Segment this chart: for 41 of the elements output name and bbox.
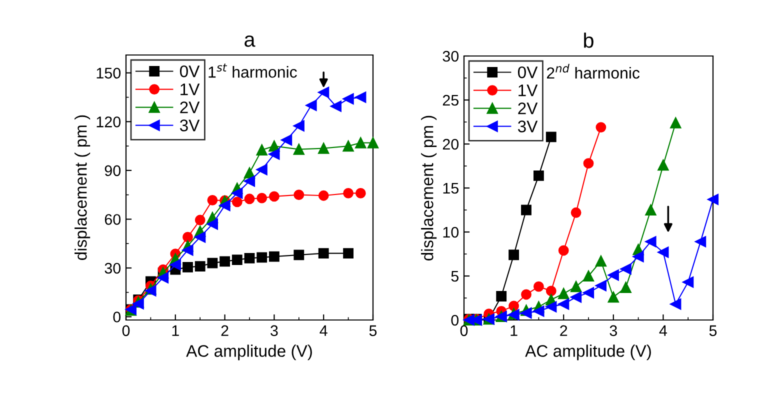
x-tick-label: 0 <box>460 325 468 336</box>
x-tick-label: 0 <box>122 325 130 336</box>
x-tick-label: 1 <box>172 325 179 336</box>
chart-title: a <box>244 35 256 47</box>
legend-label: 3V <box>518 120 538 132</box>
y-tick-label: 30 <box>104 262 121 274</box>
y-tick-label: 30 <box>442 50 459 62</box>
x-tick-label: 5 <box>369 325 377 336</box>
y-tick-label: 20 <box>442 138 459 150</box>
y-tick-label: 120 <box>96 116 121 128</box>
y-tick-label: 0 <box>451 314 459 326</box>
x-tick-label: 1 <box>510 325 518 336</box>
annotation: 2$^{nd}$ harmonic <box>546 64 640 79</box>
x-tick-label: 2 <box>560 325 568 336</box>
legend-label: 0V <box>180 65 200 78</box>
y-tick-label: 15 <box>443 183 458 194</box>
y-tick-label: 60 <box>104 214 121 225</box>
legend-label: 1V <box>518 84 538 96</box>
x-axis-title: AC amplitude (V) <box>525 344 651 360</box>
annotation: 1$^{st}$ harmonic <box>208 64 297 78</box>
chart-title: b <box>584 32 594 48</box>
legend-label: 2V <box>518 102 538 114</box>
x-tick-label: 4 <box>320 325 328 336</box>
legend-label: 0V <box>518 66 538 78</box>
y-tick-label: 150 <box>96 68 121 79</box>
y-tick-label: 5 <box>451 271 458 282</box>
y-tick-label: 25 <box>442 94 458 106</box>
legend-label: 3V <box>180 120 200 132</box>
x-tick-label: 5 <box>709 325 717 336</box>
x-tick-label: 3 <box>610 325 617 336</box>
legend-label: 2V <box>180 102 200 114</box>
y-axis-title: displacement ( pm ) <box>74 115 90 260</box>
y-tick-label: 90 <box>104 165 121 176</box>
y-tick-label: 0 <box>113 312 121 322</box>
x-tick-label: 3 <box>270 325 278 336</box>
y-tick-label: 10 <box>443 226 459 238</box>
legend-label: 1V <box>180 84 200 96</box>
x-axis-title: AC amplitude (V) <box>186 344 312 360</box>
x-tick-label: 4 <box>659 325 667 336</box>
y-axis-title: displacement ( pm ) <box>421 116 437 260</box>
x-tick-label: 2 <box>221 325 228 336</box>
